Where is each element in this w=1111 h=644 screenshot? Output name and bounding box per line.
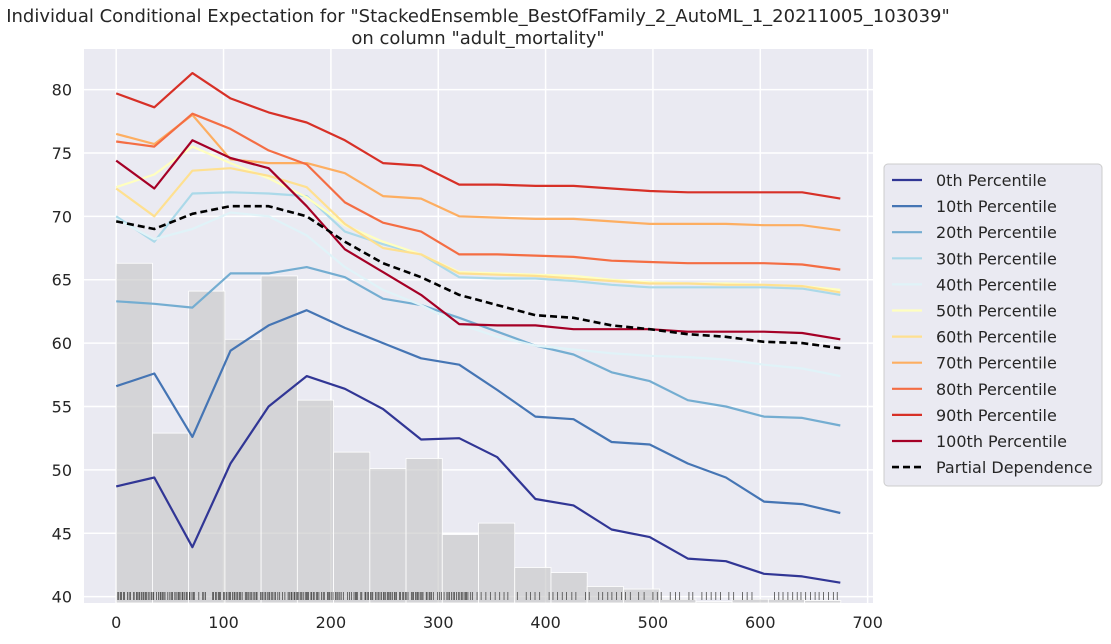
y-tick-label-4: 60 (52, 334, 72, 353)
x-tick-label-0: 0 (111, 613, 121, 632)
histogram-bar-7 (369, 468, 407, 604)
histogram-bar-1 (152, 432, 190, 604)
y-axis-ticks: 40 45 50 55 60 65 70 75 80 (52, 81, 72, 607)
series-line-0 (115, 375, 841, 584)
legend-label-2: 20th Percentile (936, 223, 1057, 242)
series-line-10 (115, 139, 841, 341)
x-tick-label-7: 700 (852, 613, 883, 632)
legend-label-9: 90th Percentile (936, 406, 1057, 425)
legend-label-4: 40th Percentile (936, 275, 1057, 294)
x-axis-ticks: 0 100 200 300 400 500 600 700 (111, 613, 883, 632)
x-tick-label-4: 400 (530, 613, 561, 632)
legend-label-11: Partial Dependence (936, 458, 1092, 477)
legend-label-6: 60th Percentile (936, 328, 1057, 347)
x-tick-label-6: 600 (745, 613, 776, 632)
chart-title: Individual Conditional Expectation for "… (6, 6, 950, 27)
rug-marks (117, 592, 838, 600)
y-tick-label-5: 65 (52, 271, 72, 290)
histogram-bar-15 (659, 598, 697, 604)
y-tick-label-0: 40 (52, 588, 72, 607)
histogram-bar-16 (695, 601, 733, 604)
series-lines (115, 71, 841, 584)
histogram-bar-4 (260, 275, 298, 604)
x-tick-label-2: 200 (316, 613, 347, 632)
histogram-bar-2 (188, 290, 226, 604)
y-tick-label-8: 80 (52, 81, 72, 100)
legend-label-8: 80th Percentile (936, 380, 1057, 399)
legend-box (883, 163, 1103, 487)
series-line-3 (115, 191, 841, 296)
histogram-bar-11 (514, 567, 552, 604)
y-tick-label-6: 70 (52, 207, 72, 226)
y-tick-label-7: 75 (52, 144, 72, 163)
histogram-bar-13 (586, 586, 624, 604)
series-line-1 (115, 309, 841, 515)
y-tick-label-1: 45 (52, 524, 72, 543)
y-tick-label-3: 55 (52, 398, 72, 417)
x-tick-label-1: 100 (208, 613, 239, 632)
histogram (115, 262, 842, 604)
series-line-4 (115, 211, 841, 378)
histogram-bar-17 (731, 598, 769, 604)
histogram-bar-6 (333, 451, 371, 604)
histogram-bar-9 (441, 534, 479, 604)
series-line-11 (115, 204, 841, 350)
y-tick-label-2: 50 (52, 461, 72, 480)
series-line-9 (115, 71, 841, 200)
histogram-bar-19 (804, 600, 842, 604)
histogram-bar-10 (478, 522, 516, 604)
legend-label-5: 50th Percentile (936, 302, 1057, 321)
legend-label-0: 0th Percentile (936, 171, 1047, 190)
series-line-6 (115, 167, 841, 294)
chart-subtitle: on column "adult_mortality" (351, 28, 604, 49)
legend-label-10: 100th Percentile (936, 432, 1067, 451)
histogram-bar-18 (767, 598, 805, 604)
x-tick-label-3: 300 (423, 613, 454, 632)
histogram-bar-5 (296, 399, 334, 604)
histogram-bar-3 (224, 338, 262, 604)
legend-label-3: 30th Percentile (936, 249, 1057, 268)
legend-label-7: 70th Percentile (936, 354, 1057, 373)
histogram-bar-8 (405, 458, 443, 604)
legend-label-1: 10th Percentile (936, 197, 1057, 216)
series-line-8 (116, 112, 841, 271)
x-tick-label-5: 500 (638, 613, 669, 632)
histogram-bar-12 (550, 572, 588, 604)
histogram-bar-0 (115, 262, 153, 604)
histogram-bar-14 (623, 588, 661, 604)
legend: 0th Percentile 10th Percentile 20th Percen… (883, 163, 1103, 487)
